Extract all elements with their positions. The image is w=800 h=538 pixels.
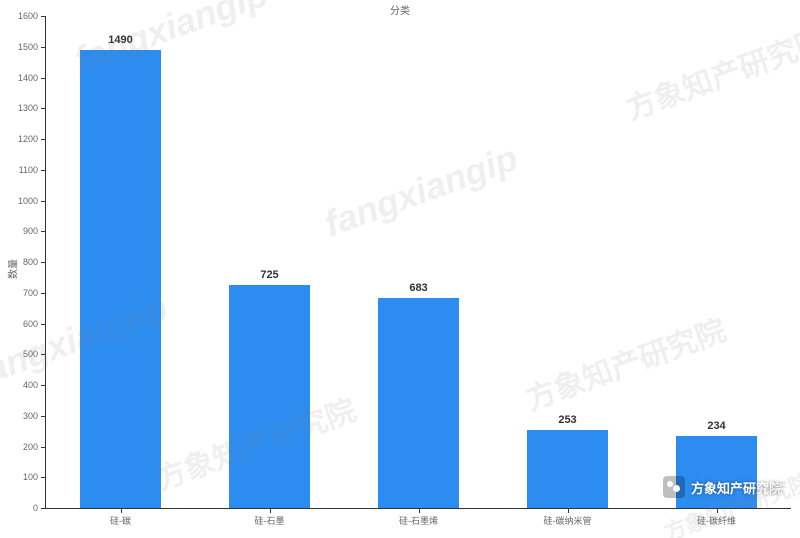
bar-value-label: 1490 (108, 34, 132, 46)
bar-value-label: 725 (260, 269, 278, 281)
chart-container: 分类 数量 0100200300400500600700800900100011… (0, 0, 800, 538)
plot-area: 0100200300400500600700800900100011001200… (45, 16, 791, 509)
attribution: 方象知产研究院 (663, 476, 782, 498)
bar-value-label: 683 (409, 282, 427, 294)
bar (80, 50, 162, 508)
xtick-label: 硅-碳纳米管 (544, 514, 592, 527)
ytick-label: 0 (33, 503, 46, 513)
chart-title: 分类 (0, 2, 800, 17)
y-axis-label: 数量 (5, 259, 20, 279)
ytick-label: 300 (23, 411, 46, 421)
xtick-label: 硅-石墨烯 (399, 514, 438, 527)
xtick-label: 硅-碳 (110, 514, 131, 527)
bar (229, 285, 311, 508)
ytick-label: 1300 (18, 103, 46, 113)
ytick-label: 1500 (18, 42, 46, 52)
ytick-label: 100 (23, 472, 46, 482)
ytick-label: 400 (23, 380, 46, 390)
ytick-label: 1400 (18, 73, 46, 83)
ytick-label: 800 (23, 257, 46, 267)
ytick-label: 600 (23, 319, 46, 329)
bar (378, 298, 460, 508)
bar-value-label: 253 (558, 414, 576, 426)
xtick-label: 硅-碳纤维 (697, 514, 736, 527)
attribution-text: 方象知产研究院 (691, 478, 782, 497)
bar (527, 430, 609, 508)
xtick-label: 硅-石墨 (255, 514, 285, 527)
ytick-label: 1600 (18, 11, 46, 21)
ytick-label: 1000 (18, 196, 46, 206)
ytick-label: 200 (23, 442, 46, 452)
ytick-label: 700 (23, 288, 46, 298)
ytick-label: 1100 (19, 165, 46, 175)
ytick-label: 1200 (18, 134, 46, 144)
wechat-icon (663, 476, 685, 498)
ytick-label: 500 (23, 349, 46, 359)
ytick-label: 900 (23, 226, 46, 236)
bar-value-label: 234 (707, 420, 725, 432)
